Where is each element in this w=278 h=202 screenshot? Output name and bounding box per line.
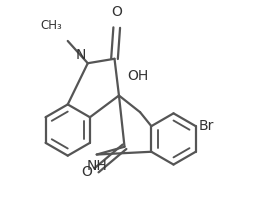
Text: Br: Br bbox=[199, 119, 214, 133]
Text: CH₃: CH₃ bbox=[40, 19, 62, 32]
Text: NH: NH bbox=[86, 159, 107, 173]
Text: O: O bbox=[81, 165, 92, 179]
Text: O: O bbox=[111, 5, 122, 19]
Text: N: N bbox=[75, 48, 86, 62]
Text: OH: OH bbox=[127, 69, 148, 83]
